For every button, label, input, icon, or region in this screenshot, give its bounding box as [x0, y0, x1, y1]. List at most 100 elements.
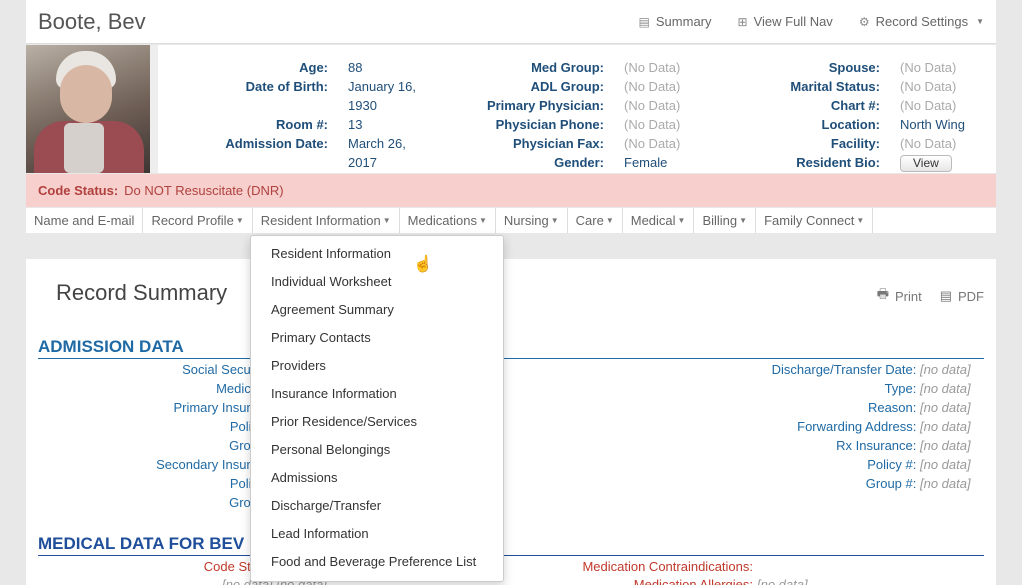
tab-name-and-email[interactable]: Name and E-mail	[26, 208, 144, 233]
view-full-nav-label: View Full Nav	[753, 14, 833, 29]
policy-number-label: Policy #:	[867, 457, 917, 472]
record-header: Boote, Bev ▤ Summary ⊞ View Full Nav ⚙ Reco…	[26, 0, 996, 44]
facility-value: (No Data)	[900, 136, 957, 151]
caret-down-icon: ▼	[976, 17, 984, 26]
record-tabs: Name and E-mail Record Profile ▼ Resident…	[26, 208, 996, 233]
resident-name: Boote, Bev	[38, 9, 146, 34]
dob-value: January 16,	[348, 79, 416, 94]
tab-resident-information[interactable]: Resident Information ▼	[253, 208, 400, 233]
room-value: 13	[348, 117, 363, 132]
physician-fax-value: (No Data)	[624, 136, 681, 151]
spouse-value: (No Data)	[900, 60, 957, 75]
caret-down-icon: ▼	[856, 215, 865, 225]
caret-down-icon: ▼	[235, 215, 244, 225]
document-icon: ▤	[939, 288, 952, 303]
resident-photo	[26, 45, 150, 173]
medication-contraindications-label: Medication Contraindications:	[582, 559, 753, 574]
summary-label: Summary	[655, 14, 712, 29]
tab-medications[interactable]: Medications ▼	[400, 208, 496, 233]
chart-number-value: (No Data)	[900, 98, 957, 113]
location-label: Location:	[821, 117, 881, 132]
caret-down-icon: ▼	[478, 215, 487, 225]
discharge-date-label: Discharge/Transfer Date:	[771, 362, 917, 377]
menu-item-primary-contacts[interactable]: Primary Contacts	[271, 330, 371, 345]
menu-item-personal-belongings[interactable]: Personal Belongings	[271, 442, 391, 457]
summary-icon: ▤	[638, 14, 650, 29]
primary-insurance-label: Primary Insura	[173, 400, 258, 415]
printer-icon: 🖶	[876, 286, 889, 301]
nav-icon: ⊞	[737, 14, 748, 29]
menu-item-discharge-transfer[interactable]: Discharge/Transfer	[271, 498, 382, 513]
code-status-label: Code Status:	[38, 183, 119, 198]
menu-item-prior-residence-services[interactable]: Prior Residence/Services	[271, 414, 417, 429]
caret-down-icon: ▼	[739, 215, 748, 225]
physician-phone-value: (No Data)	[624, 117, 681, 132]
summary-link[interactable]: ▤ Summary	[639, 14, 712, 29]
menu-item-agreement-summary[interactable]: Agreement Summary	[271, 302, 394, 317]
tab-care[interactable]: Care ▼	[568, 208, 623, 233]
group-label-2: Grou	[229, 495, 258, 510]
menu-item-food-beverage-preferences[interactable]: Food and Beverage Preference List	[271, 554, 477, 569]
view-full-nav-link[interactable]: ⊞ View Full Nav	[738, 14, 833, 29]
header-links: ▤ Summary ⊞ View Full Nav ⚙ Record Settings…	[639, 14, 984, 29]
medication-allergies-value: [no data]	[757, 577, 808, 585]
menu-item-admissions[interactable]: Admissions	[271, 470, 338, 485]
print-link[interactable]: 🖶 Print	[877, 285, 922, 307]
primary-physician-label: Primary Physician:	[486, 98, 604, 113]
adl-group-label: ADL Group:	[530, 79, 604, 94]
menu-item-insurance-information[interactable]: Insurance Information	[271, 386, 397, 401]
chart-number-label: Chart #:	[830, 98, 880, 113]
ssn-label: Social Securi	[182, 362, 258, 377]
marital-status-value: (No Data)	[900, 79, 957, 94]
menu-item-resident-information[interactable]: Resident Information	[271, 246, 391, 261]
record-settings-dropdown[interactable]: ⚙ Record Settings ▼	[859, 14, 984, 29]
menu-item-individual-worksheet[interactable]: Individual Worksheet	[271, 274, 392, 289]
secondary-insurance-label: Secondary Insura	[156, 457, 258, 472]
admission-data-heading: ADMISSION DATA	[38, 337, 984, 359]
record-summary-panel: Record Summary 🖶 Print ▤ PDF ADMISSION DAT…	[26, 259, 996, 585]
rx-insurance-label: Rx Insurance:	[836, 438, 917, 453]
type-label: Type:	[884, 381, 917, 396]
room-label: Room #:	[276, 117, 328, 132]
caret-down-icon: ▼	[605, 215, 614, 225]
tab-nursing[interactable]: Nursing ▼	[496, 208, 568, 233]
medicare-label: Medica	[216, 381, 258, 396]
info-column-2: Med Group: (No Data) ADL Group: (No Data) …	[404, 58, 680, 172]
facility-label: Facility:	[830, 136, 880, 151]
code-status-bar: Code Status: Do NOT Resuscitate (DNR)	[26, 174, 996, 207]
menu-item-lead-information[interactable]: Lead Information	[271, 526, 369, 541]
export-links: 🖶 Print ▤ PDF	[877, 285, 984, 307]
gender-value: Female	[624, 155, 668, 170]
spouse-label: Spouse:	[828, 60, 880, 75]
gear-icon: ⚙	[858, 14, 870, 29]
admission-date-value: March 26,	[348, 136, 406, 151]
caret-down-icon: ▼	[677, 215, 686, 225]
resident-information-dropdown: Resident Information Individual Workshee…	[250, 235, 504, 582]
tab-medical[interactable]: Medical ▼	[623, 208, 695, 233]
policy-label: Polic	[229, 419, 258, 434]
age-value: 88	[348, 60, 363, 75]
med-group-label: Med Group:	[531, 60, 604, 75]
caret-down-icon: ▼	[382, 215, 391, 225]
code-status-value: Do NOT Resuscitate (DNR)	[124, 183, 284, 198]
tab-billing[interactable]: Billing ▼	[694, 208, 757, 233]
tab-family-connect[interactable]: Family Connect ▼	[756, 208, 874, 233]
forwarding-address-label: Forwarding Address:	[797, 419, 917, 434]
menu-item-providers[interactable]: Providers	[271, 358, 326, 373]
reason-label: Reason:	[867, 400, 917, 415]
pdf-link[interactable]: ▤ PDF	[939, 288, 984, 304]
view-bio-button[interactable]: View	[900, 155, 952, 172]
gender-label: Gender:	[554, 155, 604, 170]
admission-right-fields: Discharge/Transfer Date: [no data] Type:…	[771, 362, 971, 491]
physician-phone-label: Physician Phone:	[495, 117, 604, 132]
dob-year-value: 1930	[348, 98, 377, 113]
policy-label-2: Polic	[229, 476, 258, 491]
primary-physician-value: (No Data)	[624, 98, 681, 113]
info-column-1: Age: 88 Date of Birth: January 16, 1930 Ro…	[176, 58, 416, 172]
resident-bio-label: Resident Bio:	[796, 155, 880, 170]
marital-status-label: Marital Status:	[790, 79, 880, 94]
admission-year-value: 2017	[348, 155, 377, 170]
caret-down-icon: ▼	[550, 215, 559, 225]
tab-record-profile[interactable]: Record Profile ▼	[143, 208, 253, 233]
